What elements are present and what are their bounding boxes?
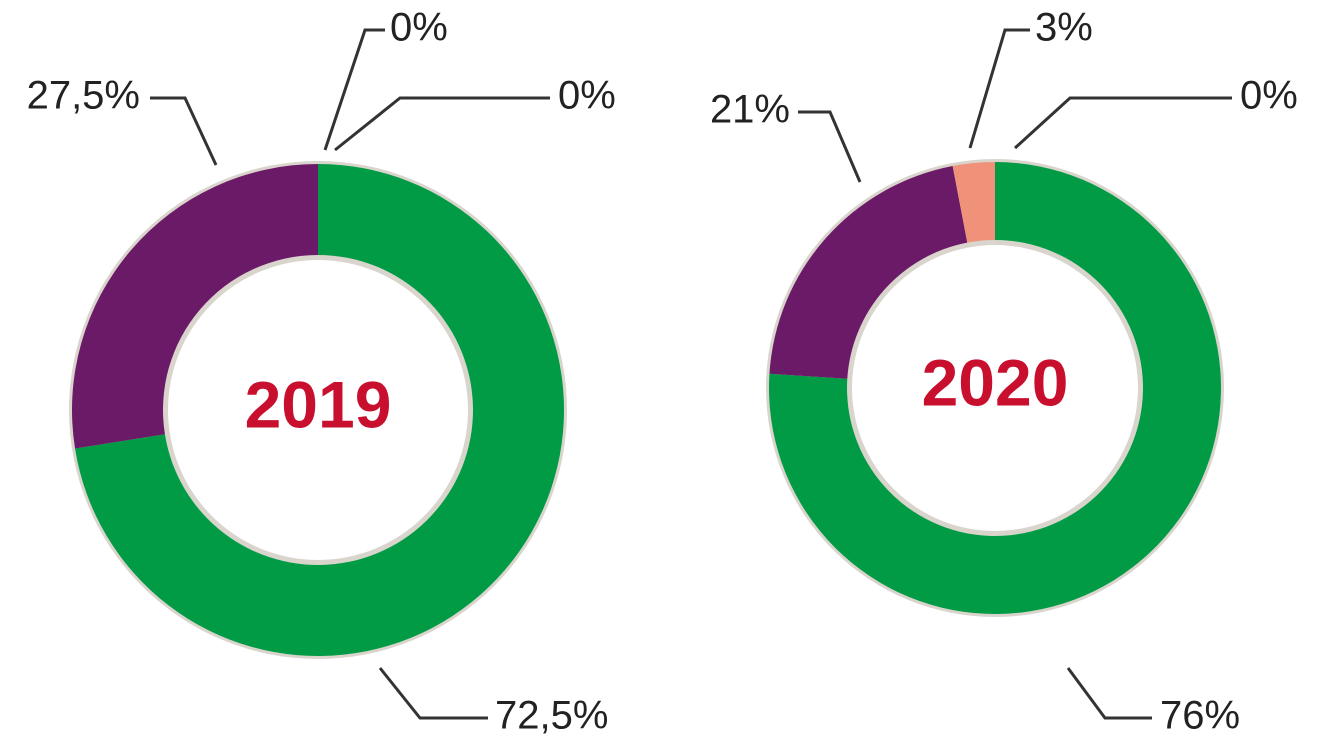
donut-segment <box>952 162 995 243</box>
donut-segment <box>769 162 1222 615</box>
data-label: 3% <box>1035 6 1093 50</box>
leader-line <box>150 96 218 166</box>
chart-title: 2019 <box>245 367 392 441</box>
data-label: 27,5% <box>27 74 140 118</box>
leader-line <box>968 28 1030 149</box>
leader-line <box>323 28 385 151</box>
leader-line <box>1066 667 1152 720</box>
donut-segment <box>769 166 968 379</box>
leader-line <box>798 110 862 183</box>
data-label: 76% <box>1160 694 1240 738</box>
leader-line <box>1013 96 1232 150</box>
leader-line <box>334 96 550 152</box>
data-label: 0% <box>1240 74 1298 118</box>
data-label: 0% <box>390 6 448 50</box>
donut-hole <box>852 245 1138 531</box>
leader-line <box>378 667 488 720</box>
data-label: 0% <box>558 74 616 118</box>
donut-segment <box>71 163 318 449</box>
donut-segment <box>75 164 564 656</box>
chart-title: 2020 <box>922 345 1069 419</box>
data-label: 21% <box>710 88 790 132</box>
donut-hole <box>168 260 468 560</box>
data-label: 72,5% <box>495 694 608 738</box>
